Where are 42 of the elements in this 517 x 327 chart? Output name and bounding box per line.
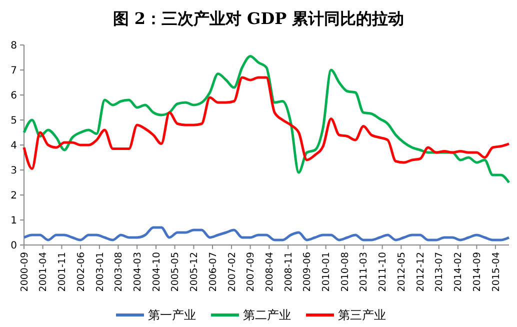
legend-label: 第三产业 (338, 308, 386, 322)
x-tick-label: 2011-10 (378, 252, 389, 292)
y-tick-label: 1 (10, 216, 17, 226)
x-tick-label: 2007-02 (226, 252, 238, 292)
y-tick-label: 8 (10, 40, 17, 52)
x-tick-label: 2003-08 (114, 252, 125, 292)
chart-title: 图 2：三次产业对 GDP 累计同比的拉动 (112, 9, 404, 28)
line-series (22, 76, 510, 170)
x-tick-label: 2010-08 (340, 252, 351, 292)
x-tick-label: 2014-02 (453, 252, 464, 292)
x-tick-label: 2001-04 (38, 252, 50, 292)
x-tick-label: 2002-06 (76, 252, 87, 292)
x-tick-label: 2006-07 (208, 252, 219, 292)
x-tick-label: 2011-03 (358, 252, 370, 292)
x-tick-label: 2009-06 (302, 252, 314, 292)
x-tick-label: 2003-01 (94, 252, 106, 292)
legend-label: 第一产业 (148, 308, 196, 322)
x-tick-label: 2004-10 (151, 252, 162, 292)
x-tick-label: 2008-04 (264, 252, 276, 292)
x-tick-label: 2000-09 (19, 252, 30, 292)
x-tick-label: 2005-12 (189, 252, 200, 292)
y-tick-label: 4 (10, 140, 17, 152)
line-series (22, 55, 510, 184)
y-tick-label: 2 (10, 190, 17, 202)
x-tick-label: 2012-12 (415, 252, 426, 292)
x-tick-label: 2004-03 (132, 252, 144, 292)
y-tick-label: 0 (10, 240, 17, 252)
legend-label: 第二产业 (243, 308, 291, 322)
y-tick-label: 3 (10, 166, 17, 176)
x-tick-label: 2015-04 (490, 252, 502, 292)
x-tick-label: 2007-09 (246, 252, 257, 292)
y-tick-label: 5 (10, 116, 17, 126)
x-tick-label: 2013-07 (434, 252, 446, 292)
x-tick-label: 2001-11 (57, 252, 68, 292)
x-tick-label: 2010-01 (321, 252, 332, 292)
x-tick-label: 2014-09 (472, 252, 484, 292)
y-tick-label: 7 (10, 66, 17, 76)
x-tick-label: 2012-05 (396, 252, 408, 292)
y-tick-label: 6 (10, 90, 17, 102)
x-tick-label: 2008-11 (283, 252, 294, 292)
x-tick-label: 2005-05 (170, 252, 182, 292)
line-series (22, 226, 510, 242)
